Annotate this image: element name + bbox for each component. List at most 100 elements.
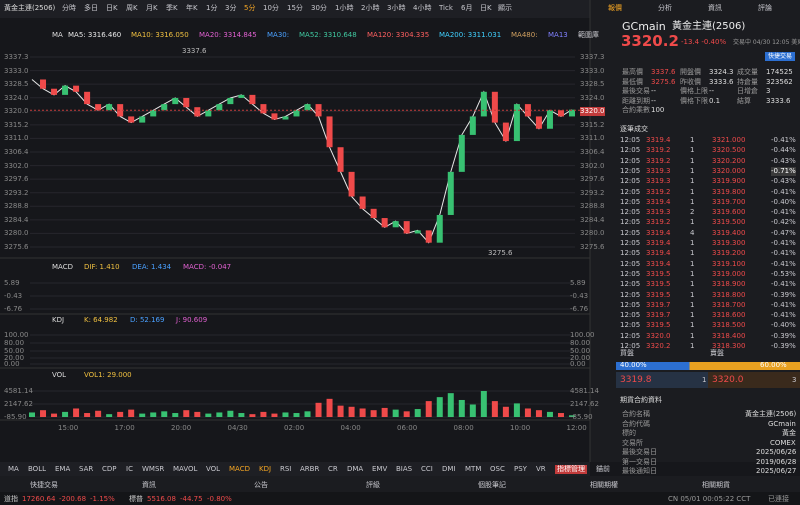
stat-label: 最後交易 <box>622 87 650 95</box>
panel-tab[interactable]: 評論 <box>758 4 772 12</box>
status-item: 17260.64 <box>22 495 56 503</box>
panel-tab[interactable]: 資訊 <box>708 4 722 12</box>
volume-bar <box>293 413 300 417</box>
bottom-tab[interactable]: 公告 <box>254 481 268 489</box>
depth-price: 3318.800 <box>712 290 746 299</box>
indicator-tab[interactable]: VOL <box>206 465 221 473</box>
timeframe-button[interactable]: 多日 <box>84 4 98 12</box>
panel-tab[interactable]: 分析 <box>658 4 672 12</box>
left-axis-label: 5.89 <box>4 279 20 287</box>
volume-bar <box>271 413 278 417</box>
indicator-tab[interactable]: VR <box>536 465 546 473</box>
indicator-tab[interactable]: BOLL <box>28 465 46 473</box>
stat-value: 3333.6 <box>709 77 734 86</box>
indicator-tab[interactable]: KDJ <box>259 465 272 473</box>
indicator-tab[interactable]: CDP <box>102 465 117 473</box>
candle <box>205 110 212 117</box>
bottom-tab[interactable]: 資訊 <box>142 481 156 489</box>
quick-trade-button[interactable]: 快捷交易 <box>765 52 796 61</box>
indicator-tab[interactable]: OSC <box>490 465 505 473</box>
volume-bar <box>436 397 443 417</box>
stat-value: 174525 <box>766 68 793 76</box>
bottom-tab[interactable]: 個股筆記 <box>478 481 506 489</box>
left-axis-label: 3275.6 <box>4 243 29 251</box>
timeframe-button[interactable]: 日K <box>106 4 118 12</box>
time-label: 04:00 <box>340 424 361 432</box>
timeframe-button[interactable]: 5分 <box>244 4 256 12</box>
status-item: -1.15% <box>90 495 115 503</box>
timeframe-button[interactable]: Tick <box>439 4 453 12</box>
indicator-tab[interactable]: IC <box>126 465 133 473</box>
timeframe-button[interactable]: 周K <box>126 4 138 12</box>
bottom-tab[interactable]: 快捷交易 <box>30 481 58 489</box>
tick-time: 12:05 <box>620 187 641 196</box>
indicator-tab[interactable]: DMA <box>347 465 364 473</box>
indicator-tab[interactable]: DMI <box>442 465 456 473</box>
timeframe-button[interactable]: 10分 <box>263 4 279 12</box>
bottom-tab[interactable]: 相關期貨 <box>702 481 730 489</box>
indicator-tab[interactable]: CR <box>328 465 338 473</box>
indicator-tab[interactable]: BIAS <box>396 465 413 473</box>
status-bar <box>0 492 800 505</box>
candle <box>249 94 256 105</box>
indicator-tab[interactable]: ARBR <box>300 465 320 473</box>
candle <box>194 107 201 117</box>
depth-pct: -0.39% <box>771 331 796 340</box>
tick-time: 12:05 <box>620 259 641 268</box>
timeframe-button[interactable]: 1分 <box>206 4 218 12</box>
indicator-tab[interactable]: RSI <box>280 465 292 473</box>
depth-pct: -0.41% <box>771 136 796 144</box>
depth-price: 3319.900 <box>712 177 746 186</box>
timeframe-button[interactable]: 1小時 <box>335 4 354 12</box>
depth-price: 3318.400 <box>712 331 746 340</box>
indicator-name: VOL <box>52 371 67 379</box>
timeframe-button[interactable]: 日K <box>480 4 492 12</box>
indicator-tab[interactable]: MA <box>8 465 19 473</box>
indicator-tab[interactable]: PSY <box>514 465 527 473</box>
timeframe-button[interactable]: 3小時 <box>387 4 406 12</box>
tick-time: 12:05 <box>620 177 641 186</box>
tick-price: 3319.2 <box>646 146 671 155</box>
left-axis-label: 3288.8 <box>4 202 29 211</box>
indicator-tab[interactable]: CCI <box>421 465 433 473</box>
indicator-tab[interactable]: 錨前 <box>596 465 610 473</box>
timeframe-button[interactable]: 月K <box>146 4 158 12</box>
candle <box>359 196 366 209</box>
tick-qty: 2 <box>690 208 695 217</box>
tick-price: 3319.7 <box>646 311 671 320</box>
depth-pct: -0.41% <box>771 208 796 217</box>
timeframe-button[interactable]: 季K <box>166 4 178 12</box>
indicator-tab[interactable]: SAR <box>79 465 94 473</box>
tick-time: 12:05 <box>620 239 641 247</box>
panel-tab[interactable]: 報價 <box>608 4 622 12</box>
indicator-tab[interactable]: EMA <box>55 465 71 473</box>
stat-value: 3324.3 <box>709 68 734 76</box>
timeframe-button[interactable]: 15分 <box>287 4 303 12</box>
timeframe-button[interactable]: 4小時 <box>413 4 432 12</box>
timeframe-button[interactable]: 30分 <box>311 4 327 12</box>
indicator-tab[interactable]: 指標管理 <box>555 465 587 474</box>
tick-price: 3319.4 <box>646 239 671 247</box>
display-button[interactable]: 顯示 <box>498 4 512 12</box>
timeframe-button[interactable]: 3分 <box>225 4 237 12</box>
volume-bar <box>40 410 47 417</box>
timeframe-button[interactable]: 分時 <box>62 4 76 12</box>
volume-bar <box>337 405 344 417</box>
left-axis-label: 4581.14 <box>4 387 33 395</box>
indicator-tab[interactable]: MAVOL <box>173 465 198 473</box>
indicator-tab[interactable]: EMV <box>372 465 388 473</box>
indicator-tab[interactable]: MACD <box>229 465 250 473</box>
timeframe-button[interactable]: 2小時 <box>361 4 380 12</box>
timeframe-button[interactable]: 年K <box>186 4 198 12</box>
right-axis-label: 20.00 <box>570 354 591 362</box>
indicator-name: MACD <box>52 263 73 271</box>
indicator-tab[interactable]: MTM <box>465 465 482 473</box>
info-value: 黃金 <box>782 429 796 437</box>
bottom-tab[interactable]: 相關期權 <box>590 481 618 489</box>
stat-label: 成交量 <box>737 68 758 76</box>
indicator-tab[interactable]: WMSR <box>142 465 165 473</box>
right-axis-label: 3297.6 <box>580 175 605 184</box>
timeframe-button[interactable]: 6月 <box>461 4 473 12</box>
bottom-tab[interactable]: 評級 <box>366 481 380 489</box>
time-label: 10:00 <box>510 424 531 432</box>
